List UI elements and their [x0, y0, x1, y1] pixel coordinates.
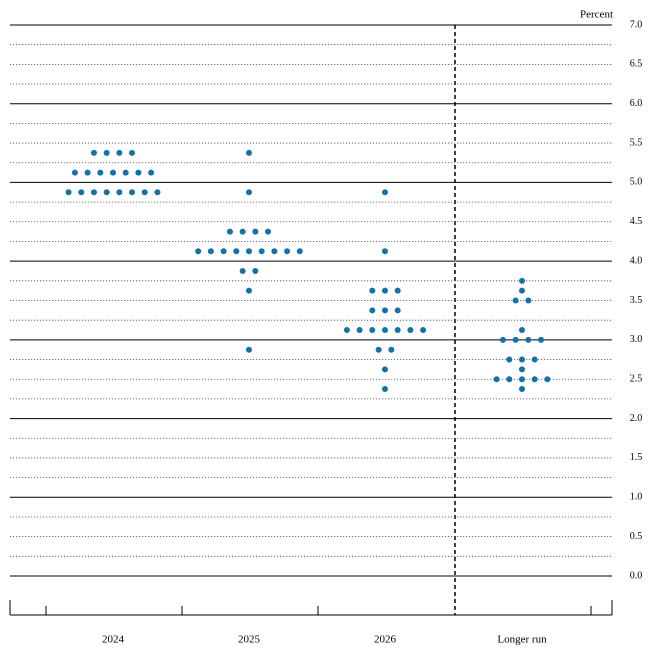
y-tick-label: 6.5: [630, 59, 643, 70]
y-tick-label: 3.0: [630, 334, 643, 345]
y-tick-label: 3.5: [630, 295, 643, 306]
y-tick-label: 0.5: [630, 531, 643, 542]
dot: [90, 149, 97, 156]
y-tick-label: 2.0: [630, 413, 643, 424]
dot: [382, 287, 388, 294]
dot: [71, 169, 78, 176]
dot: [122, 169, 129, 176]
dot: [246, 189, 252, 196]
dot: [375, 346, 382, 353]
x-tick-label: 2026: [374, 634, 397, 646]
dot: [207, 248, 214, 255]
dot: [525, 297, 532, 304]
y-axis-label: Percent: [580, 9, 613, 21]
dot: [135, 169, 142, 176]
dot: [356, 327, 363, 334]
dot: [382, 327, 388, 334]
dot: [382, 307, 388, 314]
dot: [382, 386, 388, 393]
dot: [382, 248, 388, 255]
dot: [116, 189, 123, 196]
dot: [239, 267, 246, 274]
dot: [246, 346, 252, 353]
dot: [246, 248, 252, 255]
y-tick-label: 2.5: [630, 374, 643, 385]
y-tick-label: 1.0: [630, 492, 643, 503]
dot: [220, 248, 227, 255]
dot: [506, 356, 513, 363]
dot: [512, 336, 519, 343]
dot: [246, 149, 252, 156]
dot: [394, 287, 401, 294]
dot: [252, 267, 259, 274]
y-tick-label: 1.5: [630, 452, 643, 463]
dot: [252, 228, 259, 235]
dot: [506, 376, 513, 383]
y-tick-label: 5.5: [630, 137, 643, 148]
dot: [420, 327, 427, 334]
dot: [129, 149, 136, 156]
dot: [525, 336, 532, 343]
dot: [369, 327, 376, 334]
dot: [531, 376, 538, 383]
dot: [519, 287, 525, 294]
dot: [388, 346, 395, 353]
dot: [538, 336, 545, 343]
dot: [394, 327, 401, 334]
y-tick-label: 4.0: [630, 255, 643, 266]
dot: [271, 248, 278, 255]
dot: [519, 366, 525, 373]
x-tick-label: 2024: [102, 634, 125, 646]
dot: [90, 189, 97, 196]
dot: [129, 189, 136, 196]
dot: [382, 189, 388, 196]
dot: [519, 376, 525, 383]
dot: [148, 169, 155, 176]
dot: [531, 356, 538, 363]
dot: [519, 356, 525, 363]
x-tick-label: 2025: [238, 634, 261, 646]
y-tick-label: 7.0: [630, 19, 643, 30]
dot: [65, 189, 72, 196]
dot: [407, 327, 414, 334]
dot: [141, 189, 148, 196]
dot: [369, 287, 376, 294]
dot: [233, 248, 240, 255]
dot: [369, 307, 376, 314]
dot: [239, 228, 246, 235]
dot: [382, 366, 388, 373]
dot: [84, 169, 91, 176]
dot: [343, 327, 350, 334]
dot: [103, 189, 110, 196]
y-tick-label: 5.0: [630, 177, 643, 188]
y-tick-label: 0.0: [630, 570, 643, 581]
dot: [284, 248, 291, 255]
dot: [265, 228, 272, 235]
dot: [154, 189, 161, 196]
y-tick-label: 4.5: [630, 216, 643, 227]
dot: [499, 336, 506, 343]
y-tick-label: 6.0: [630, 98, 643, 109]
dot: [246, 287, 252, 294]
dot: [78, 189, 85, 196]
dot: [544, 376, 551, 383]
dot: [296, 248, 303, 255]
dot: [519, 277, 525, 284]
dot: [110, 169, 116, 176]
dot: [519, 327, 525, 334]
dot: [226, 228, 233, 235]
dot: [258, 248, 265, 255]
x-tick-label: Longer run: [497, 634, 547, 646]
dot: [512, 297, 519, 304]
dot: [493, 376, 500, 383]
dot: [195, 248, 202, 255]
dot: [394, 307, 401, 314]
dot: [519, 386, 525, 393]
dot: [116, 149, 123, 156]
dot: [97, 169, 104, 176]
x-axis: [9, 600, 613, 616]
dot: [103, 149, 110, 156]
